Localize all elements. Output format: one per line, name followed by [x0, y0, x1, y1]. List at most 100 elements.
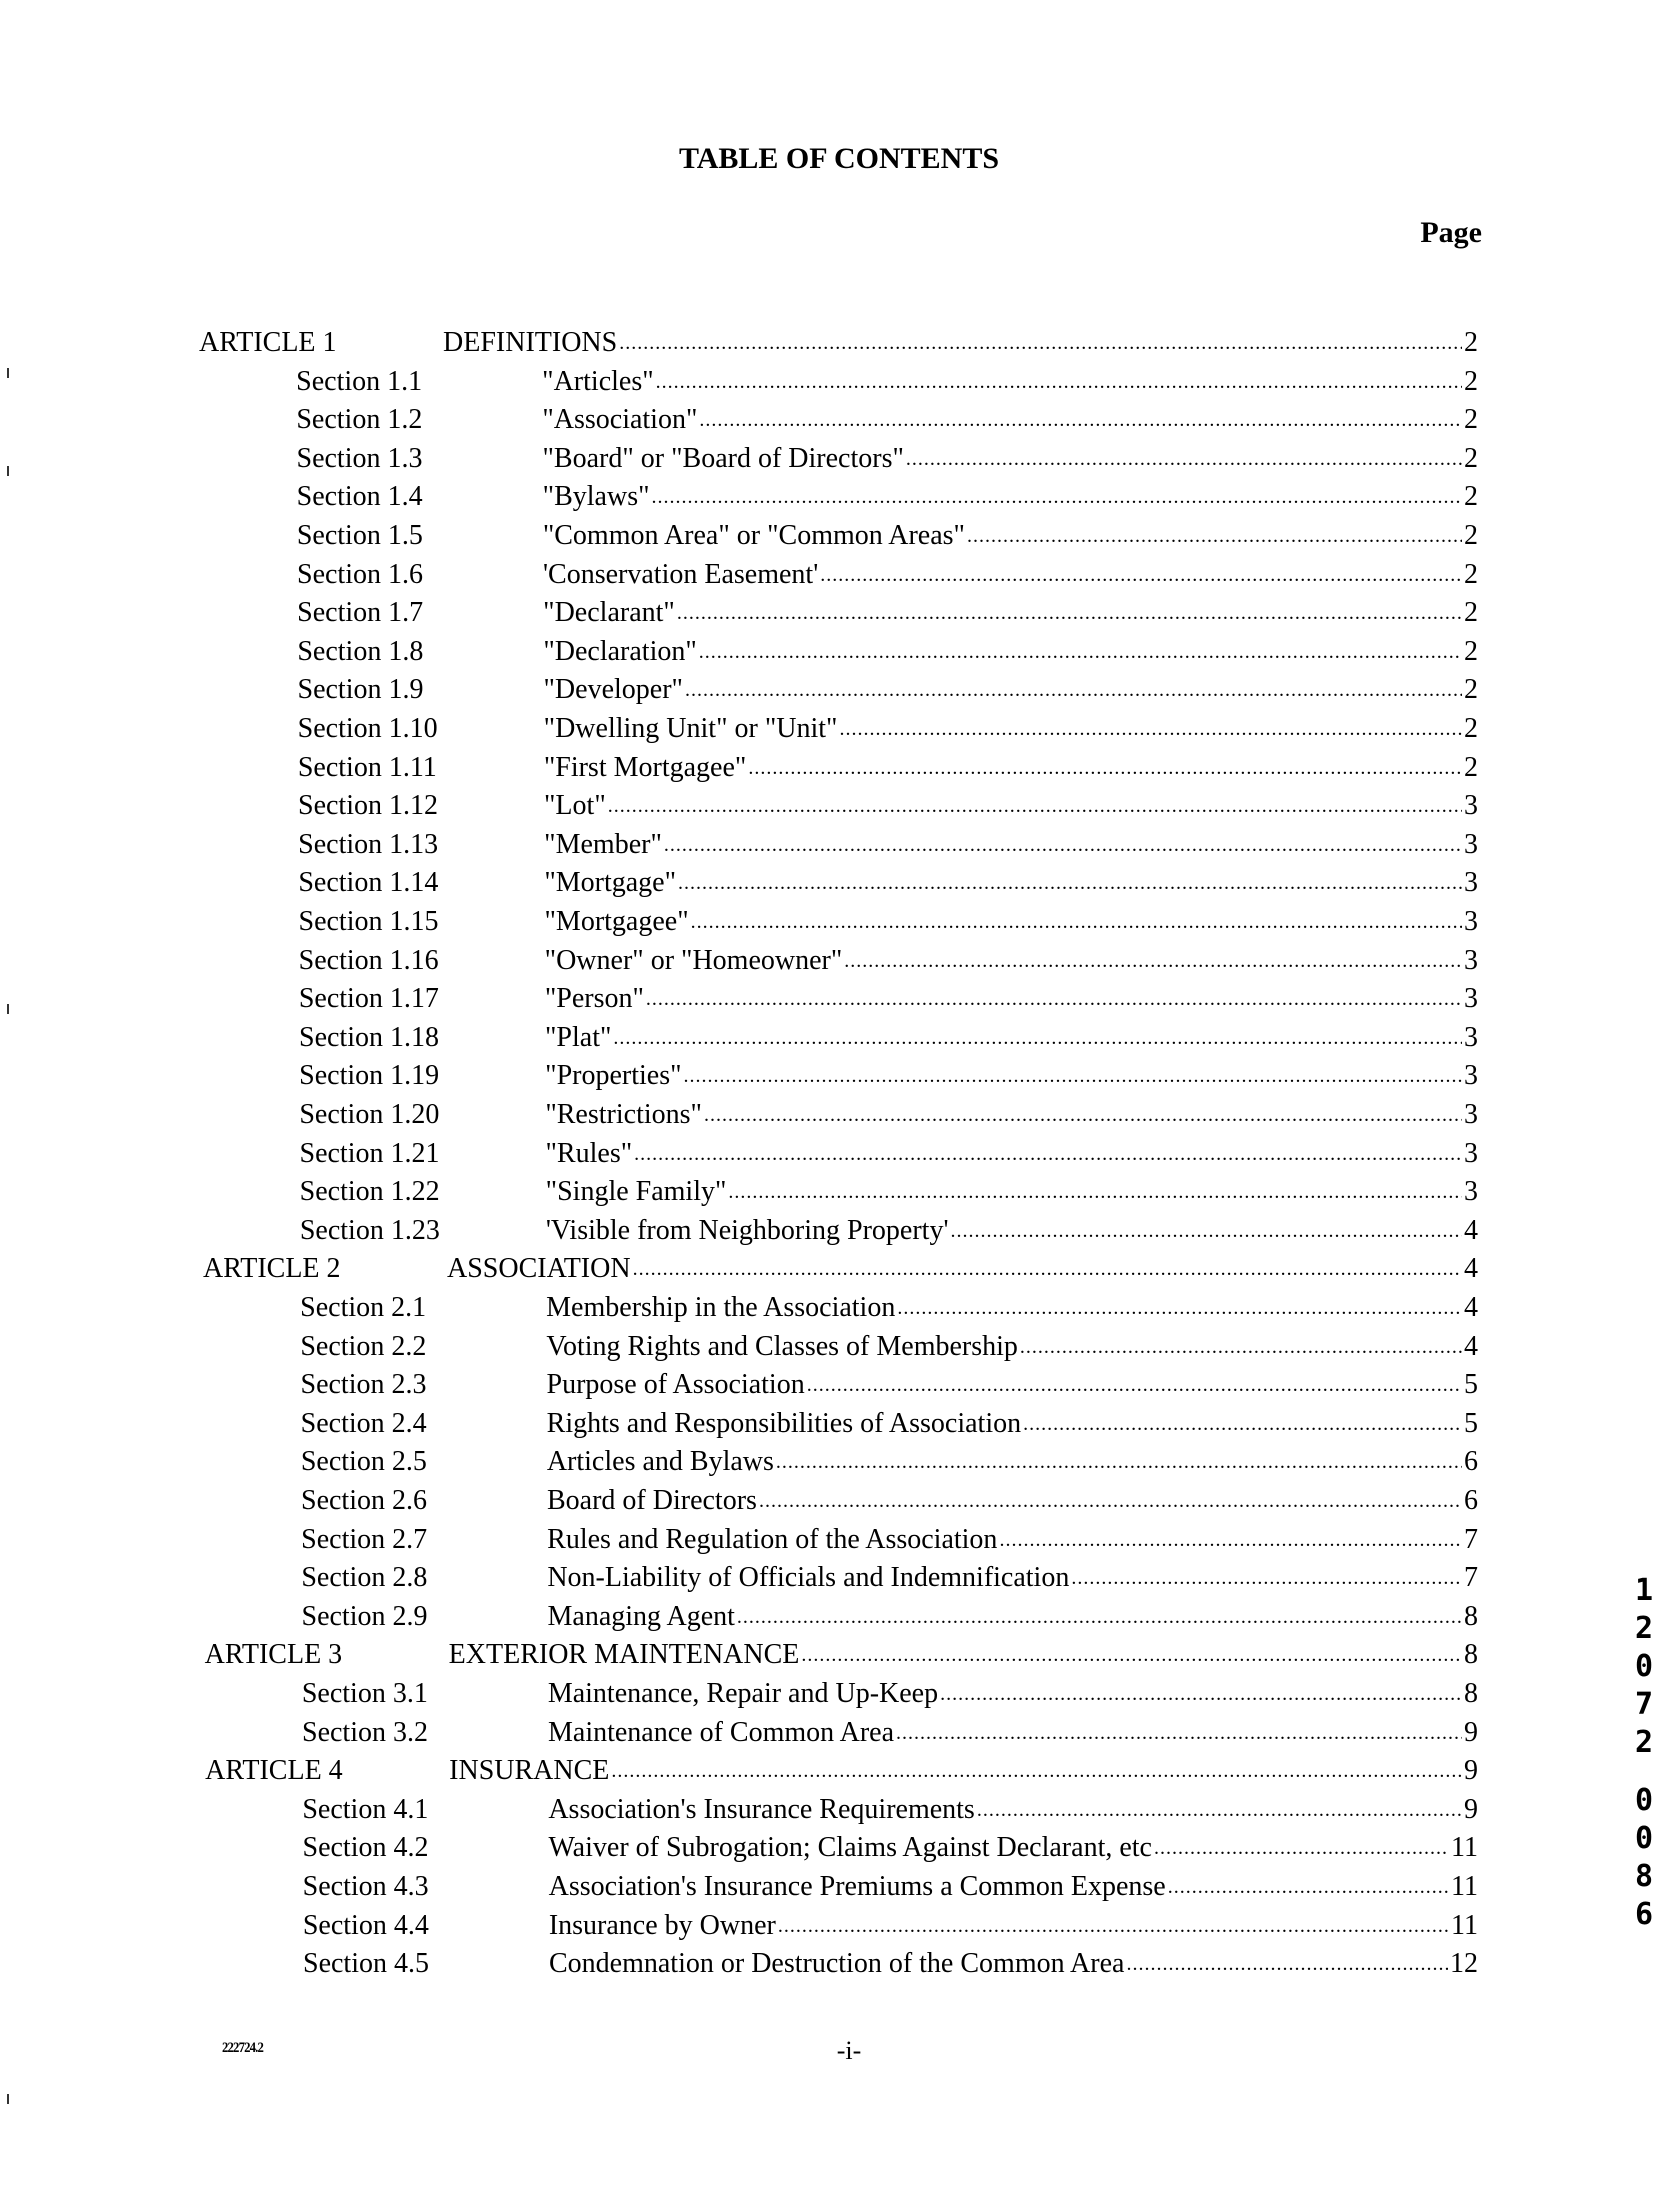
toc-label: Section 1.7 [297, 597, 424, 629]
toc-title: "Mortgage" [544, 867, 677, 899]
dot-leader [807, 1366, 1462, 1404]
toc-title: EXTERIOR MAINTENANCE [448, 1639, 800, 1671]
toc-page-number: 2 [1464, 442, 1478, 474]
dot-leader [728, 1173, 1462, 1211]
toc-page-number: 7 [1463, 1523, 1478, 1555]
toc-section-row: Section 1.18 "Plat" 3 [299, 1019, 1478, 1057]
toc-section-row: Section 1.14 "Mortgage" 3 [298, 864, 1478, 902]
toc-page-number: 9 [1463, 1793, 1478, 1825]
toc-page-number: 11 [1451, 1871, 1478, 1902]
toc-section-row: Section 4.4 Insurance by Owner 11 [303, 1907, 1478, 1945]
toc-page-number: 3 [1463, 1099, 1478, 1130]
dot-leader [748, 749, 1462, 787]
toc-section-row: Section 2.5 Articles and Bylaws 6 [301, 1443, 1478, 1481]
page-column-header: Page [1420, 216, 1482, 249]
toc-title: Maintenance of Common Area [548, 1716, 895, 1748]
toc-page-number: 8 [1463, 1639, 1478, 1671]
toc-title: Association's Insurance Premiums a Commo… [548, 1871, 1166, 1902]
dot-leader [1020, 1328, 1462, 1366]
toc-title: Board of Directors [547, 1485, 757, 1516]
dot-leader [776, 1443, 1462, 1481]
toc-title: "Declaration" [543, 635, 697, 667]
toc-title: INSURANCE [449, 1755, 610, 1787]
toc-page-number: 3 [1464, 1137, 1478, 1169]
toc-page-number: 12 [1450, 1948, 1478, 1980]
stamp-digit: 7 [1634, 1687, 1654, 1722]
dot-leader [691, 903, 1462, 941]
dot-leader [839, 710, 1462, 748]
toc-title: "Member" [544, 828, 662, 860]
toc-title: Maintenance, Repair and Up-Keep [547, 1678, 939, 1709]
toc-title: DEFINITIONS [443, 327, 618, 358]
dot-leader [646, 980, 1462, 1018]
dot-leader [967, 517, 1462, 555]
toc-page-number: 2 [1464, 558, 1478, 590]
toc-label: Section 1.16 [298, 944, 439, 976]
toc-article-row: ARTICLE 3 EXTERIOR MAINTENANCE 8 [205, 1636, 1478, 1674]
toc-page-number: 11 [1451, 1909, 1478, 1941]
toc-page-number: 2 [1464, 327, 1478, 358]
dot-leader [664, 826, 1462, 864]
toc-title: "Properties" [545, 1060, 682, 1092]
toc-page-number: 3 [1464, 906, 1478, 937]
toc-title: "Owner" or "Homeowner" [544, 944, 843, 976]
toc-label: Section 2.1 [300, 1292, 427, 1323]
toc-section-row: Section 2.7 Rules and Regulation of the A… [301, 1521, 1478, 1559]
toc-title: Non-Liability of Officials and Indemnifi… [547, 1562, 1070, 1594]
dot-leader [759, 1482, 1462, 1520]
stamp-digit: 1 [1634, 1573, 1654, 1608]
toc-title: 'Visible from Neighboring Property' [545, 1214, 949, 1246]
toc-label: Section 4.5 [303, 1948, 429, 1980]
dot-leader [634, 1135, 1462, 1173]
toc-page-number: 8 [1463, 1678, 1478, 1709]
toc-title: ASSOCIATION [447, 1253, 631, 1285]
dot-leader [633, 1250, 1462, 1288]
toc-label: Section 1.3 [296, 442, 423, 474]
toc-label: Section 3.1 [301, 1678, 428, 1709]
toc-title: "Developer" [543, 674, 683, 706]
toc-label: Section 2.5 [300, 1446, 427, 1478]
toc-section-row: Section 1.15 "Mortgagee" 3 [299, 903, 1479, 941]
toc-label: Section 1.4 [296, 481, 423, 513]
toc-page-number: 3 [1463, 983, 1478, 1015]
dot-leader [1154, 1829, 1449, 1867]
toc-page-number: 3 [1463, 944, 1478, 976]
toc-title: Association's Insurance Requirements [548, 1793, 975, 1825]
toc-title: "Dwelling Unit" or "Unit" [543, 713, 838, 744]
document-id: 222724.2 [222, 2040, 264, 2056]
toc-section-row: Section 2.2 Voting Rights and Classes of … [300, 1328, 1478, 1366]
toc-page-number: 4 [1463, 1292, 1478, 1323]
toc-label: Section 2.2 [300, 1330, 427, 1362]
toc-section-row: Section 1.5 "Common Area" or "Common Area… [297, 517, 1478, 555]
dot-leader [611, 1752, 1462, 1790]
dot-leader [677, 594, 1462, 632]
toc-title: "Plat" [545, 1021, 612, 1053]
dot-leader [685, 671, 1462, 709]
dot-leader [699, 633, 1462, 671]
toc-label: Section 2.9 [301, 1600, 428, 1632]
toc-label: Section 1.6 [297, 558, 423, 590]
toc-label: Section 1.14 [298, 867, 439, 899]
toc-title: Rules and Regulation of the Association [547, 1523, 998, 1555]
dot-leader [801, 1636, 1462, 1674]
toc-title: "First Mortgagee" [543, 751, 747, 783]
toc-title: "Declarant" [543, 597, 675, 629]
toc-title: Articles and Bylaws [546, 1446, 774, 1478]
scan-mark [7, 2094, 9, 2104]
stamp-digit: 6 [1634, 1897, 1654, 1932]
toc-label: Section 1.2 [296, 404, 423, 436]
toc-page-number: 2 [1463, 365, 1478, 397]
toc-page-number: 9 [1464, 1716, 1478, 1748]
toc-page-number: 11 [1451, 1832, 1478, 1864]
toc-label: Section 1.17 [298, 983, 439, 1015]
dot-leader [1023, 1405, 1462, 1443]
dot-leader [656, 363, 1462, 401]
toc-section-row: Section 4.5 Condemnation or Destruction o… [303, 1945, 1478, 1983]
toc-title: Condemnation or Destruction of the Commo… [549, 1948, 1125, 1980]
dot-leader [896, 1714, 1462, 1752]
toc-title: "Restrictions" [545, 1099, 702, 1130]
toc-label: ARTICLE 1 [199, 327, 337, 358]
toc-title: "Mortgagee" [544, 906, 689, 937]
dot-leader [652, 478, 1462, 516]
toc-section-row: Section 1.2 "Association" 2 [296, 401, 1478, 439]
